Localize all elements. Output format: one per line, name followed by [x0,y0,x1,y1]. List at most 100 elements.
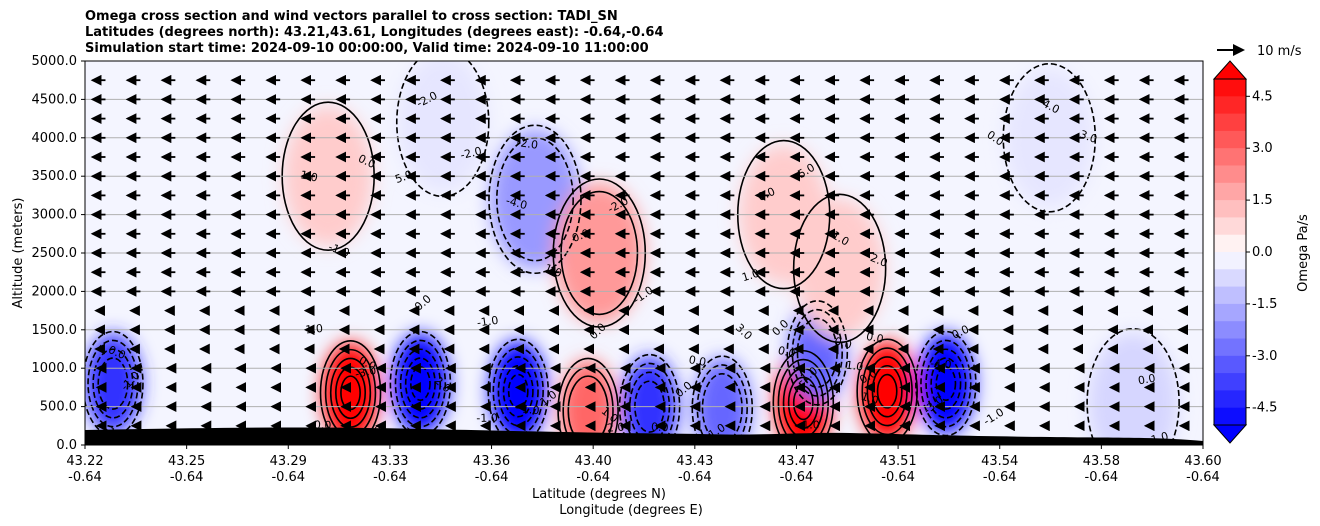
contour-ring-10-2 [925,348,967,419]
omega-cell-6 [694,358,751,445]
contour-label-45: 1.0 [802,419,820,432]
colorbar-tick-label-2: -1.5 [1252,297,1277,312]
contour-ring-9-4 [876,373,898,409]
x-tick-label-lat-9: 43.54 [981,454,1018,469]
x-tick-label-lat-3: 43.33 [371,454,408,469]
colorbar-extend-top [1212,60,1248,80]
contour-label-51: 1.0 [299,168,319,184]
contour-label-22: -1.0 [476,412,498,425]
colorbar-segment-16 [1214,355,1246,374]
y-tick-label-6: 3000.0 [32,208,78,223]
x-tick-label-lat-4: 43.36 [473,454,510,469]
chart-title-line-2: Latitudes (degrees north): 43.21,43.61, … [85,25,664,40]
contour-label-41: -1.0 [476,314,499,330]
y-tick-label-1: 500.0 [40,400,77,415]
contour-label-56: 5.0 [1078,441,1099,460]
colorbar-segment-1 [1214,96,1246,115]
contour-label-30: -4.0 [505,194,529,212]
colorbar-tick-label-1: -3.0 [1252,349,1277,364]
contour-label-47: -4.0 [930,357,952,371]
x-tick-label-lon-6: -0.64 [678,470,712,485]
colorbar-segment-12 [1214,286,1246,305]
omega-cell-18 [1088,332,1179,445]
colorbar-tick-label-0: -4.5 [1252,401,1277,416]
y-tick-label-9: 4500.0 [32,92,78,107]
contour-ring-2-2 [399,348,442,419]
contour-label-9: 1.0 [859,390,880,408]
y-tick-label-8: 4000.0 [32,131,78,146]
colorbar-segment-10 [1214,252,1246,270]
colorbar-segment-5 [1214,165,1246,184]
contour-label-26: 1.0 [845,359,864,374]
x-tick-label-lat-6: 43.43 [676,454,713,469]
contour-label-53: 0.0 [833,335,853,352]
x-tick-label-lon-2: -0.64 [271,470,305,485]
colorbar-segment-6 [1214,182,1246,201]
x-tick-label-lat-7: 43.47 [778,454,815,469]
colorbar-tick-label-3: 0.0 [1252,245,1273,260]
contour-label-28: 0.0 [865,330,885,346]
x-tick-label-lon-3: -0.64 [373,470,407,485]
colorbar-segment-13 [1214,303,1246,322]
x-tick-label-lat-1: 43.25 [168,454,205,469]
contour-label-3: 1.0 [521,403,540,418]
x-tick-label-lon-11: -0.64 [1186,470,1220,485]
x-axis: 43.22-0.6443.25-0.6443.29-0.6443.33-0.64… [66,445,1222,485]
contour-ring-3-2 [497,356,539,427]
colorbar-segment-9 [1214,234,1246,253]
colorbar-segment-11 [1214,269,1246,288]
y-tick-label-3: 1500.0 [32,323,78,338]
colorbar-segment-17 [1214,373,1246,391]
y-tick-label-5: 2500.0 [32,246,78,261]
x-tick-label-lon-10: -0.64 [1085,470,1119,485]
contour-label-18: 0.0 [1137,372,1156,388]
contour-ring-8-1 [791,308,843,397]
colorbar: -4.5 -3.0 -1.5 0.0 1.5 3.0 4.5 [1212,60,1277,444]
contour-ring-6-2 [701,373,743,444]
contour-label-14: 1.0 [740,267,761,285]
x-tick-label-lon-8: -0.64 [881,470,915,485]
chart-title-line-3: Simulation start time: 2024-09-10 00:00:… [85,41,649,56]
x-tick-label-lon-5: -0.64 [576,470,610,485]
colorbar-segment-7 [1214,200,1246,218]
x-tick-label-lat-8: 43.51 [879,454,916,469]
contour-label-7: 0.0 [777,344,797,361]
y-tick-label-4: 2000.0 [32,284,78,299]
y-tick-label-0: 0.0 [56,438,77,453]
colorbar-tick-label-6: 4.5 [1252,89,1273,104]
contour-label-11: 1.0 [543,261,564,280]
y-tick-label-7: 3500.0 [32,169,78,184]
x-tick-label-lat-5: 43.40 [575,454,612,469]
y-tick-label-2: 1000.0 [32,361,78,376]
x-tick-label-lon-7: -0.64 [780,470,814,485]
contour-label-20: 1.0 [305,322,324,336]
contour-ring-8-0 [786,300,849,406]
x-axis-label-lat: Latitude (degrees N) [532,487,666,502]
x-tick-label-lat-2: 43.29 [270,454,307,469]
colorbar-segment-15 [1214,338,1246,357]
contour-label-55: 3.0 [1078,128,1099,146]
contour-label-49: -2.0 [516,136,539,152]
x-tick-label-lon-4: -0.64 [475,470,509,485]
colorbar-segment-14 [1214,321,1246,339]
contour-label-1: 0.0 [314,418,332,432]
colorbar-label: Omega Pa/s [1296,214,1311,292]
x-tick-label-lon-1: -0.64 [170,470,204,485]
colorbar-tick-label-5: 3.0 [1252,141,1273,156]
x-axis-label-lon: Longitude (degrees E) [559,503,703,518]
colorbar-segment-2 [1214,113,1246,132]
contour-label-24: 0.0 [651,420,669,434]
colorbar-segment-0 [1214,79,1246,97]
terrain [85,427,1203,445]
contour-label-16: -2.0 [459,144,483,161]
x-tick-label-lon-9: -0.64 [983,470,1017,485]
contour-label-35: 5.0 [393,168,414,186]
colorbar-segment-4 [1214,148,1246,166]
colorbar-extend-bottom [1212,424,1248,444]
colorbar-segment-3 [1214,130,1246,149]
y-axis-label: Altitude (meters) [11,198,26,309]
contour-label-12: 0.0 [570,227,591,245]
contour-label-57: 0.0 [106,343,127,362]
contour-label-33: 0.0 [756,185,777,204]
